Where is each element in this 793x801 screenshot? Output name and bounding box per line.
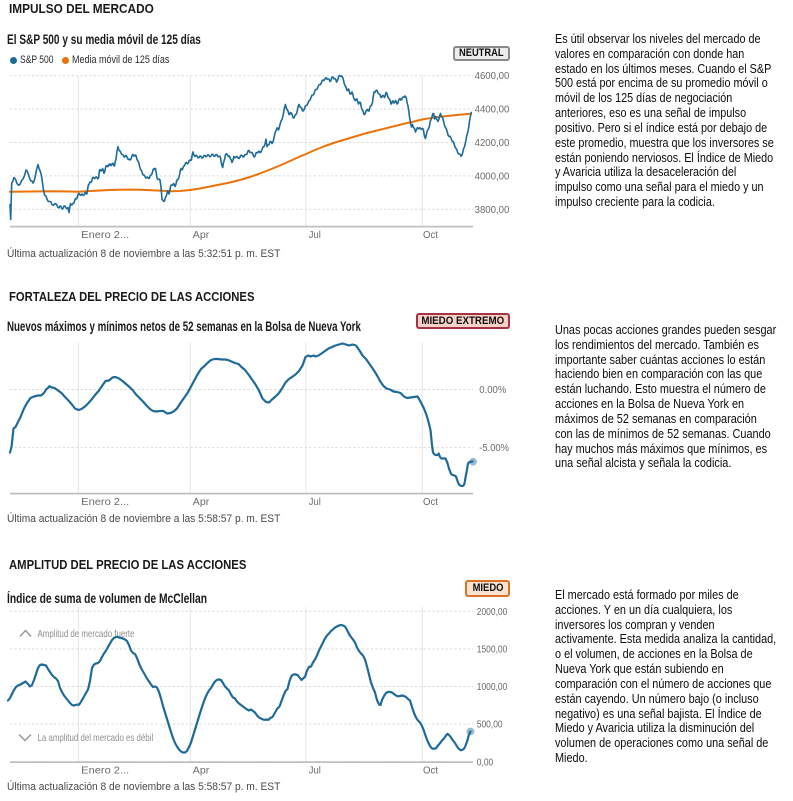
svg-text:Jul: Jul xyxy=(309,230,321,241)
svg-text:4600,00: 4600,00 xyxy=(475,71,510,82)
svg-text:Enero 2...: Enero 2... xyxy=(81,230,129,241)
svg-text:1000,00: 1000,00 xyxy=(477,682,508,693)
svg-text:4000,00: 4000,00 xyxy=(475,171,510,182)
svg-text:Jul: Jul xyxy=(309,497,321,508)
svg-text:Apr: Apr xyxy=(193,765,210,776)
svg-text:4200,00: 4200,00 xyxy=(475,138,510,149)
svg-text:3800,00: 3800,00 xyxy=(475,205,510,216)
svg-text:0,00: 0,00 xyxy=(477,757,494,768)
svg-text:Apr: Apr xyxy=(193,230,210,241)
svg-text:-5.00%: -5.00% xyxy=(479,443,509,454)
svg-text:2000,00: 2000,00 xyxy=(477,607,508,618)
svg-text:Jul: Jul xyxy=(309,765,321,776)
svg-text:Oct: Oct xyxy=(423,765,438,776)
svg-text:Oct: Oct xyxy=(423,230,438,241)
svg-text:La amplitud del mercado es déb: La amplitud del mercado es débil xyxy=(38,733,154,744)
svg-text:4400,00: 4400,00 xyxy=(475,105,510,116)
svg-text:Amplitud de mercado fuerte: Amplitud de mercado fuerte xyxy=(38,629,135,640)
svg-text:1500,00: 1500,00 xyxy=(477,644,508,655)
svg-text:Enero 2...: Enero 2... xyxy=(81,765,129,776)
svg-text:Oct: Oct xyxy=(423,497,438,508)
svg-text:0.00%: 0.00% xyxy=(479,385,506,396)
svg-text:Enero 2...: Enero 2... xyxy=(81,497,129,508)
svg-text:500,00: 500,00 xyxy=(477,720,503,731)
svg-text:Apr: Apr xyxy=(193,497,210,508)
